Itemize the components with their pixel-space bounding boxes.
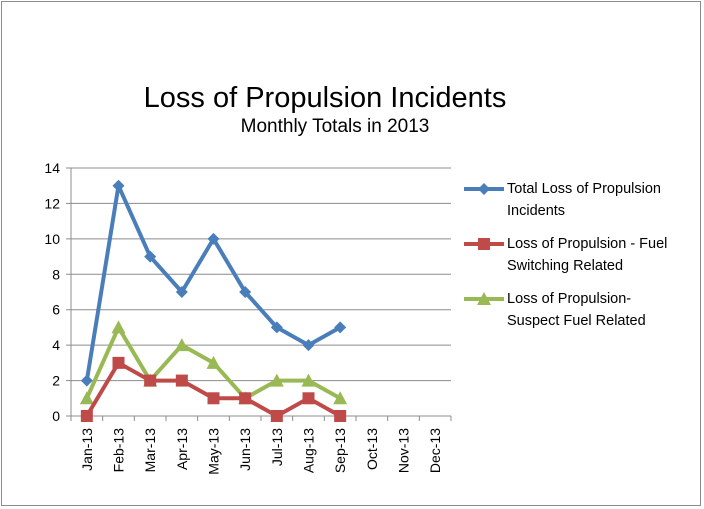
legend-marker: [477, 292, 491, 305]
legend-item-suspect-fuel: Loss of Propulsion- Suspect Fuel Related: [462, 286, 702, 341]
x-tick-label: Jun-13: [237, 428, 253, 471]
data-point-total: [112, 179, 125, 192]
data-point-fuel-switching: [334, 410, 347, 422]
y-tick-label: 6: [52, 302, 60, 318]
x-tick-label: Aug-13: [301, 428, 317, 473]
data-point-total: [302, 339, 315, 352]
legend-item-total: Total Loss of Propulsion Incidents: [462, 176, 702, 231]
data-point-total: [239, 286, 252, 298]
data-point-suspect-fuel: [269, 373, 284, 387]
x-tick-label: Nov-13: [396, 428, 412, 473]
legend-item-fuel-switching: Loss of Propulsion - Fuel Switching Rela…: [462, 231, 702, 286]
legend-label-line: Loss of Propulsion - Fuel: [507, 236, 668, 252]
legend-swatch-fuel-switching: [464, 238, 504, 250]
legend-swatch-suspect-fuel: [464, 292, 504, 305]
x-tick-label: Apr-13: [174, 428, 190, 470]
legend-label-line: Total Loss of Propulsion: [507, 181, 661, 197]
x-tick-label: Jul-13: [269, 428, 285, 466]
legend-label-suspect-fuel: Loss of Propulsion- Suspect Fuel Related: [507, 288, 702, 332]
legend-swatch-total: [464, 183, 504, 195]
y-tick-label: 2: [52, 373, 60, 389]
x-tick-label: Dec-13: [427, 428, 443, 473]
data-point-fuel-switching: [112, 356, 125, 369]
y-tick-label: 4: [52, 337, 60, 353]
x-tick-label: May-13: [206, 428, 222, 475]
series-line-fuel-switching: [85, 360, 342, 418]
x-tick-label: Sep-13: [332, 428, 348, 473]
legend-label-line: Switching Related: [507, 258, 624, 274]
chart-subtitle: Monthly Totals in 2013: [240, 116, 430, 137]
data-point-fuel-switching: [270, 410, 283, 422]
legend-label-line: Suspect Fuel Related: [507, 313, 646, 329]
chart-title: Loss of Propulsion Incidents: [143, 82, 507, 114]
data-point-fuel-switching: [302, 392, 315, 405]
y-tick-label: 0: [52, 408, 60, 424]
data-point-total: [144, 250, 157, 263]
x-tick-label: Jan-13: [79, 428, 95, 471]
data-point-suspect-fuel: [174, 338, 189, 352]
data-point-suspect-fuel: [79, 391, 94, 405]
y-tick-label: 12: [44, 195, 60, 211]
legend-label-fuel-switching: Loss of Propulsion - Fuel Switching Rela…: [507, 233, 702, 277]
data-point-suspect-fuel: [206, 355, 221, 369]
legend-marker: [478, 238, 490, 250]
data-point-total: [270, 321, 283, 334]
y-tick-label: 14: [44, 160, 60, 176]
legend-label-line: Loss of Propulsion-: [507, 291, 632, 307]
data-point-total: [175, 286, 188, 298]
y-tick-label: 8: [52, 266, 60, 282]
legend: Total Loss of Propulsion Incidents Loss …: [462, 176, 702, 341]
x-tick-label: Oct-13: [364, 428, 380, 470]
data-point-total: [207, 232, 220, 245]
data-point-total: [334, 321, 347, 334]
legend-label-total: Total Loss of Propulsion Incidents: [507, 178, 702, 222]
data-point-suspect-fuel: [111, 320, 126, 334]
legend-label-line: Incidents: [507, 203, 566, 219]
data-point-fuel-switching: [207, 392, 220, 405]
series-line-total: [84, 183, 342, 381]
data-point-suspect-fuel: [301, 373, 316, 387]
data-point-fuel-switching: [175, 374, 188, 387]
x-tick-label: Mar-13: [142, 428, 158, 473]
data-point-suspect-fuel: [333, 391, 348, 405]
x-tick-label: Feb-13: [111, 428, 127, 473]
y-tick-label: 10: [44, 231, 60, 247]
data-point-fuel-switching: [239, 392, 252, 405]
data-point-fuel-switching: [80, 410, 93, 422]
data-point-total: [80, 374, 93, 387]
legend-marker: [478, 183, 490, 195]
data-point-fuel-switching: [144, 374, 157, 387]
